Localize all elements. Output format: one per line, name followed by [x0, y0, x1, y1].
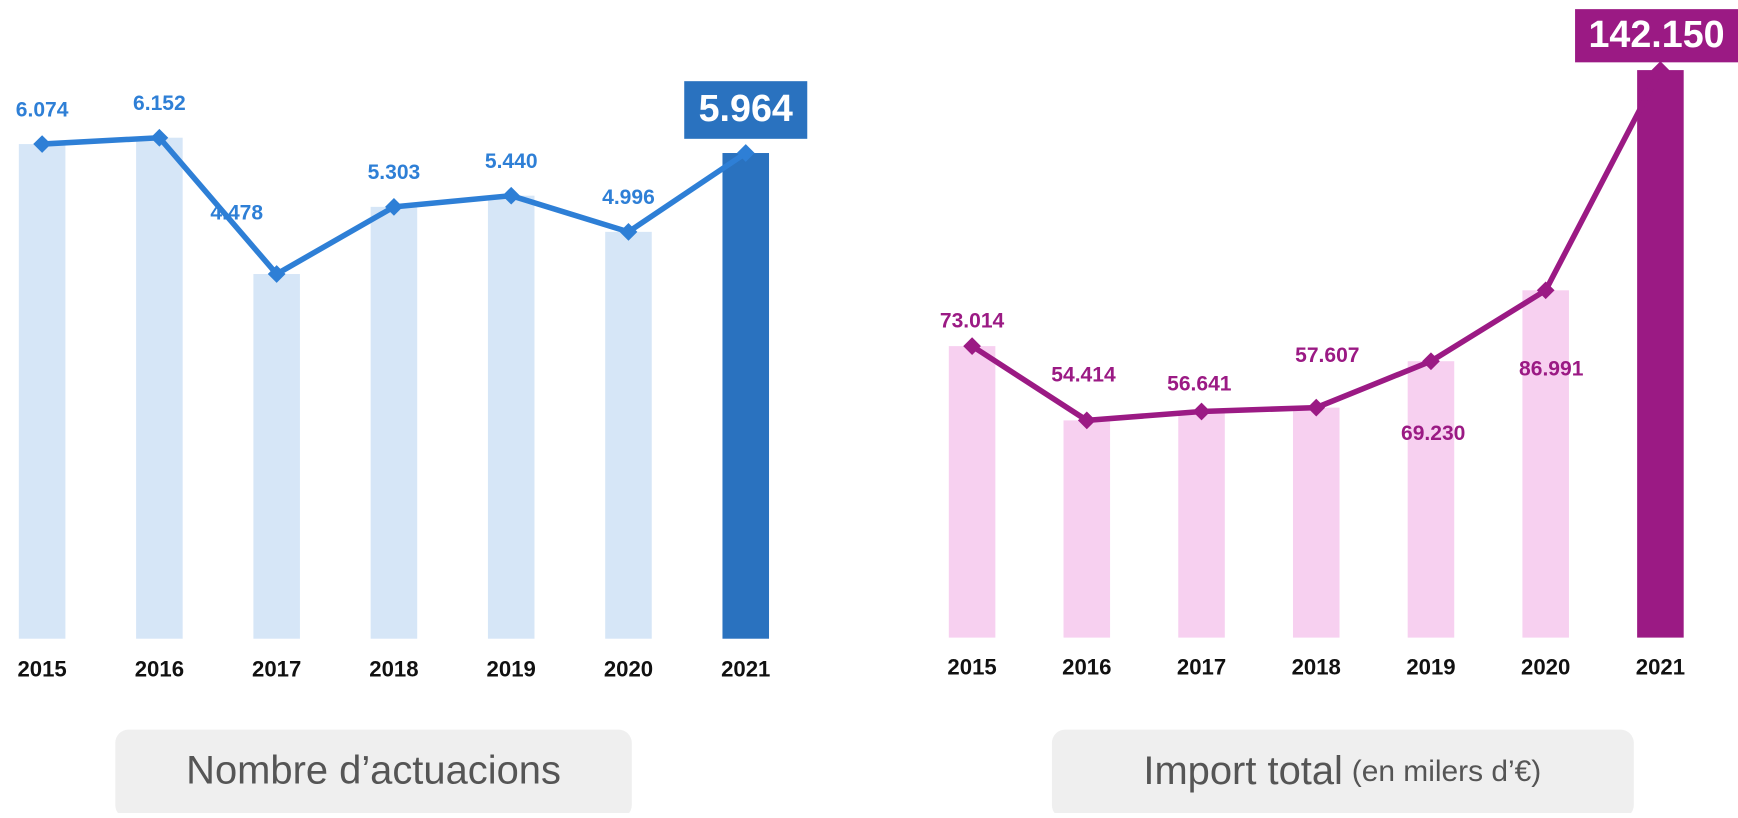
x-tick-label: 2015 [17, 657, 66, 682]
data-label-box [1575, 9, 1738, 63]
marker [1422, 352, 1440, 371]
bar [1407, 361, 1455, 638]
data-label: 57.607 [1295, 344, 1359, 367]
x-tick-label: 2021 [1636, 655, 1685, 680]
bar [1178, 411, 1225, 638]
x-tick-label: 2020 [1521, 655, 1570, 680]
marker [385, 197, 403, 216]
bar [948, 346, 996, 638]
bar [605, 231, 652, 639]
data-label: 56.641 [1167, 372, 1232, 395]
bar [1292, 407, 1340, 638]
bar [370, 206, 418, 639]
data-label: 5.440 [485, 150, 538, 173]
chart-title-group: Import total (en milers d’€) [1143, 748, 1541, 792]
chart-subtitle: (en milers d’€) [1352, 755, 1541, 788]
data-label: 4.478 [210, 202, 263, 225]
x-tick-label: 2020 [604, 657, 653, 682]
marker [1536, 281, 1555, 300]
bar [1637, 70, 1684, 638]
bar [487, 195, 535, 639]
bar [136, 137, 183, 639]
data-label: 4.996 [602, 186, 655, 209]
chart-title: Import total [1143, 748, 1343, 792]
x-tick-label: 2018 [369, 657, 418, 682]
bar [18, 144, 66, 639]
x-tick-label: 2015 [947, 655, 996, 680]
marker [33, 135, 51, 153]
x-tick-label: 2019 [1406, 655, 1455, 680]
x-tick-label: 2017 [1177, 655, 1226, 680]
marker [1077, 411, 1096, 430]
bar [253, 274, 300, 639]
data-label: 142.150 [1588, 13, 1724, 55]
marker [1192, 402, 1211, 421]
marker [1307, 398, 1326, 417]
data-label: 54.414 [1051, 364, 1116, 387]
x-tick-label: 2021 [721, 657, 770, 682]
data-label: 5.303 [368, 161, 421, 184]
x-tick-label: 2018 [1292, 655, 1341, 680]
data-label: 73.014 [940, 309, 1005, 332]
title-box [115, 729, 632, 818]
data-label: 6.074 [16, 98, 69, 121]
marker [963, 337, 981, 355]
chart-title: Nombre d’actuacions [186, 748, 561, 792]
bar [1063, 420, 1111, 638]
data-label: 86.991 [1519, 358, 1584, 381]
data-label-box [684, 81, 808, 139]
marker [150, 128, 169, 147]
bar [1522, 290, 1569, 638]
title-box [1051, 729, 1634, 818]
x-tick-label: 2019 [487, 657, 536, 682]
x-tick-label: 2016 [135, 657, 184, 682]
data-label: 5.964 [699, 87, 793, 129]
marker [736, 144, 755, 162]
bar [722, 153, 770, 639]
data-label: 69.230 [1401, 422, 1465, 445]
x-tick-label: 2017 [252, 657, 301, 682]
data-label: 6.152 [133, 92, 186, 115]
x-tick-label: 2016 [1062, 655, 1111, 680]
marker [1651, 61, 1670, 79]
